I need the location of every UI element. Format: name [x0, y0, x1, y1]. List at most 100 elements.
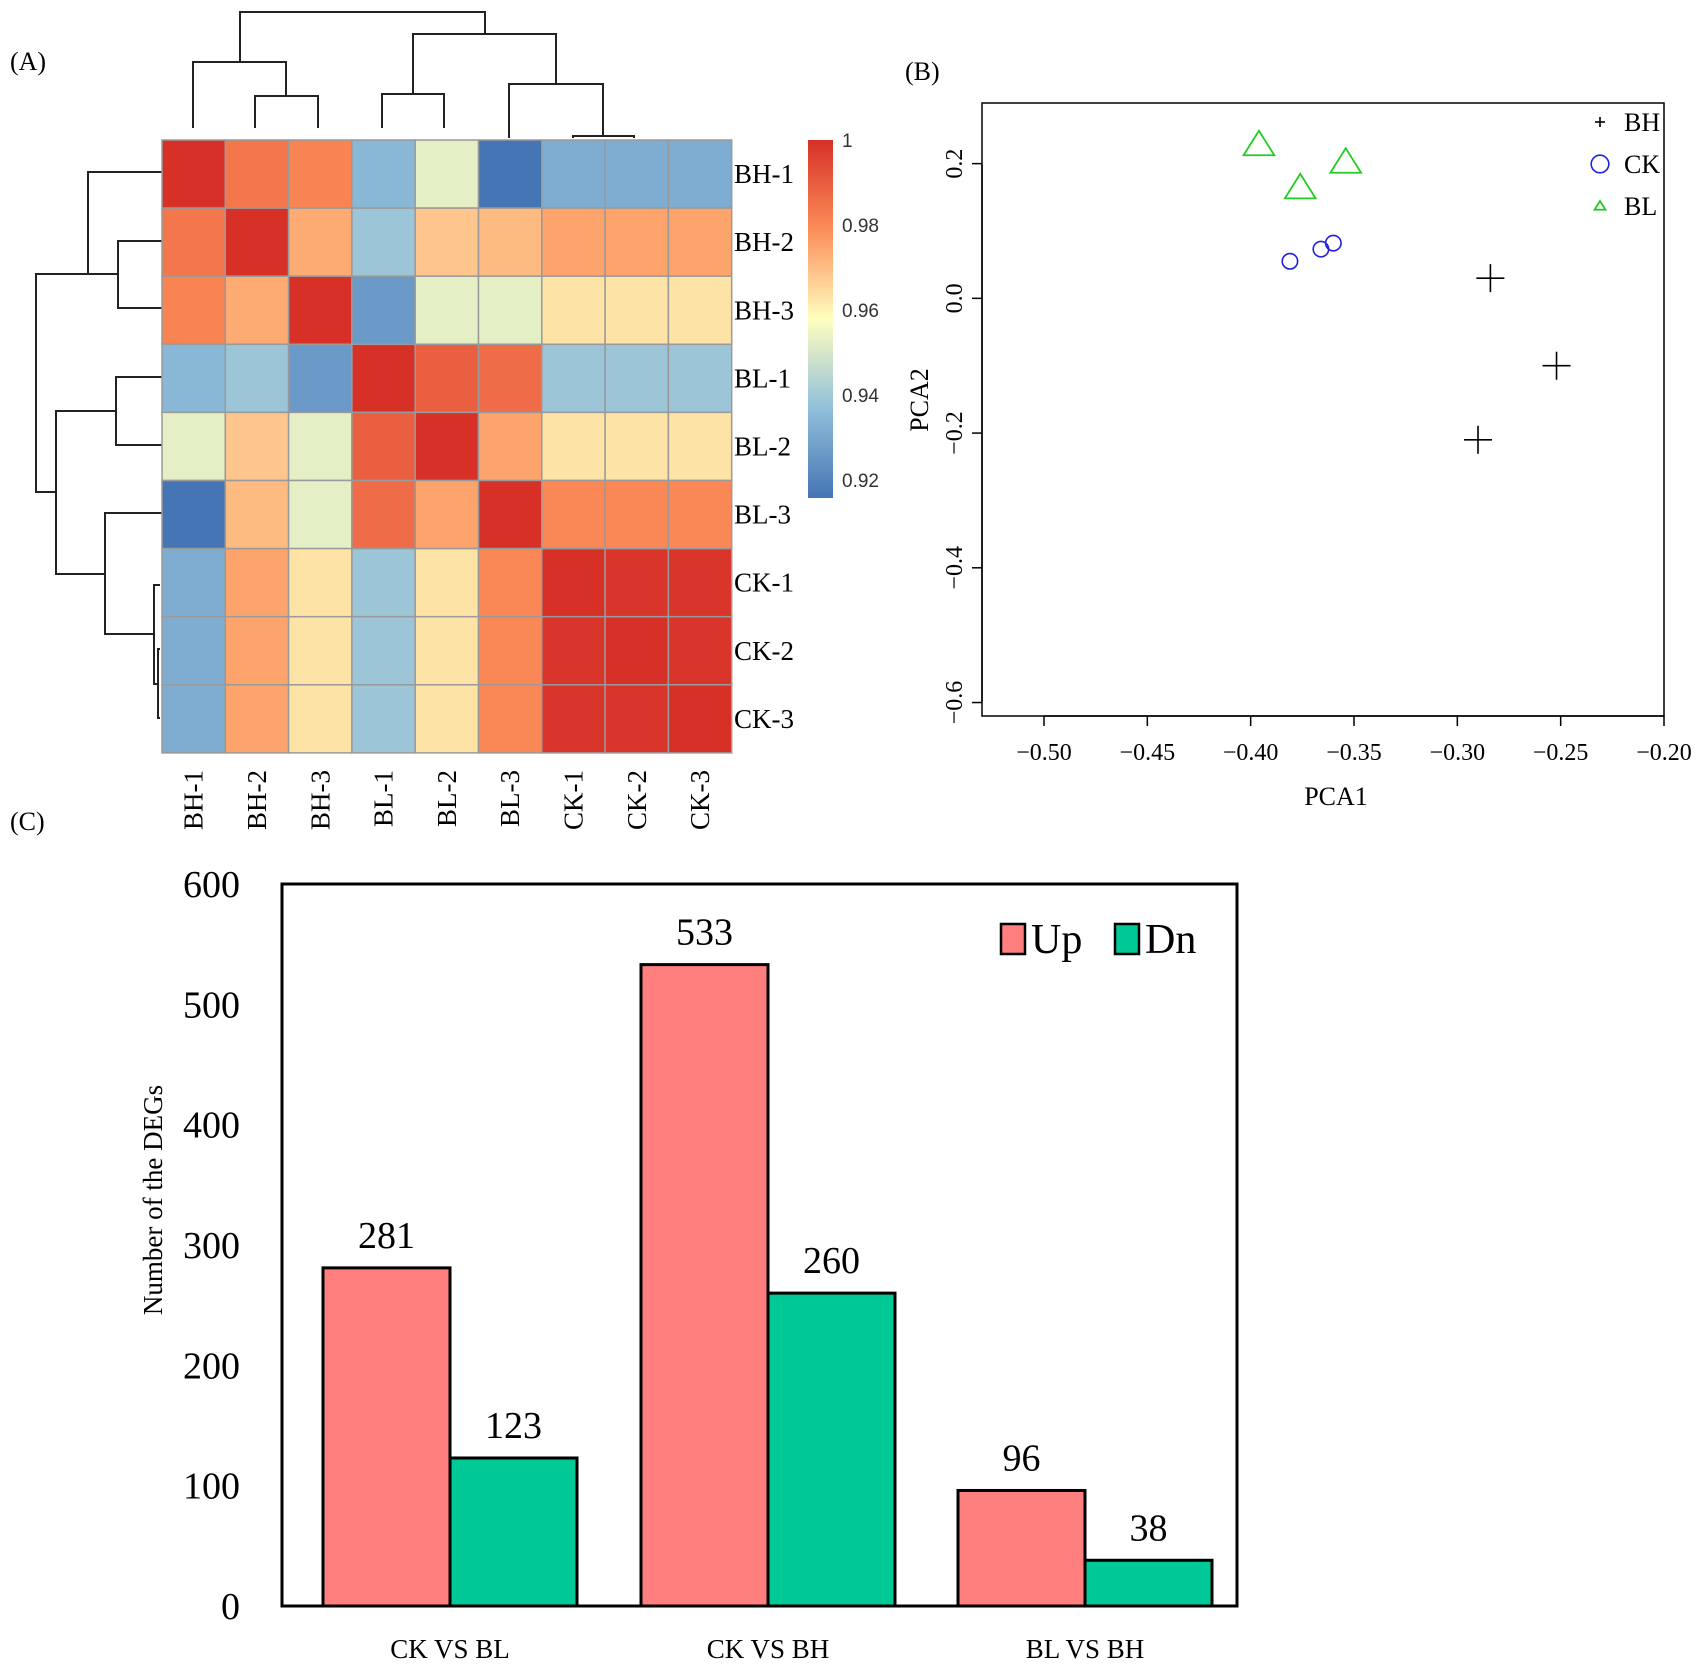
heatmap-column-label: BL-2	[432, 770, 462, 827]
pca-points	[1241, 129, 1571, 454]
heatmap-cell	[541, 547, 606, 618]
heatmap-cell	[161, 343, 227, 414]
pca-legend-label: CK	[1624, 150, 1660, 179]
heatmap-cells	[161, 139, 733, 754]
heatmap-cell	[604, 139, 670, 209]
bar-y-tick-label: 400	[183, 1105, 240, 1147]
heatmap-cell	[351, 547, 416, 618]
colorbar-tick-labels: 1 0.98 0.96 0.94 0.92	[842, 131, 879, 492]
bar-dn	[448, 1456, 579, 1608]
heatmap-cell	[224, 207, 290, 277]
heatmap-column-label: BH-3	[305, 770, 335, 830]
bar-value-label: 96	[1003, 1437, 1041, 1479]
colorbar-tick: 1	[842, 131, 853, 152]
heatmap-column-label: BH-1	[179, 770, 209, 830]
bar-y-axis-title: Number of the DEGs	[138, 1085, 168, 1315]
heatmap-cell	[351, 411, 416, 482]
pca-plot-frame	[981, 102, 1665, 717]
heatmap-cell	[604, 207, 670, 277]
bar-y-tick-label: 200	[183, 1345, 240, 1387]
pca-legend: BH CK BL	[1590, 108, 1660, 221]
heatmap-cell	[414, 615, 480, 686]
pca-legend-marker	[1595, 117, 1605, 127]
bar-value-label: 38	[1130, 1507, 1168, 1549]
heatmap-cell	[414, 411, 480, 482]
pca-x-tick-label: −0.35	[1326, 740, 1382, 766]
pca-legend-label: BL	[1624, 192, 1657, 221]
bar-category-label: CK VS BH	[707, 1634, 830, 1664]
heatmap-cell	[477, 139, 543, 209]
pca-y-axis-title: PCA2	[905, 368, 934, 432]
heatmap-column-label: CK-3	[685, 770, 715, 830]
column-dendrogram	[192, 11, 635, 138]
heatmap-panel: BH-1 BH-2 BH-3 BL-1 BL-2 BL-3 CK-1 CK-2 CK-3 BH-…	[35, 11, 879, 830]
colorbar-tick: 0.96	[842, 301, 879, 322]
colorbar-tick: 0.98	[842, 216, 879, 237]
heatmap-cell	[667, 615, 733, 686]
heatmap-cell	[351, 139, 416, 209]
pca-legend-marker	[1592, 199, 1608, 211]
bar-value-label: 533	[676, 912, 733, 954]
heatmap-row-label: BL-2	[734, 431, 791, 461]
bar-y-axis: 0 100 200 300 400 500 600	[183, 864, 240, 1628]
pca-x-tick-label: −0.25	[1533, 740, 1589, 766]
heatmap-cell	[287, 207, 353, 277]
heatmap-row-label: BH-1	[734, 159, 794, 189]
heatmap-cell	[414, 207, 480, 277]
heatmap-cell	[604, 684, 670, 754]
pca-x-axis-title: PCA1	[1304, 782, 1368, 811]
pca-x-tick-label: −0.40	[1223, 740, 1279, 766]
heatmap-cell	[161, 139, 227, 209]
heatmap-cell	[224, 684, 290, 754]
heatmap-column-label: BL-3	[495, 770, 525, 827]
heatmap-cell	[541, 275, 606, 346]
heatmap-cell	[224, 275, 290, 346]
colorbar	[808, 140, 833, 498]
heatmap-cell	[414, 684, 480, 754]
heatmap-cell	[351, 275, 416, 346]
pca-point-ck	[1324, 234, 1342, 252]
colorbar-tick: 0.92	[842, 471, 879, 492]
bar-dn	[1083, 1558, 1214, 1608]
heatmap-row-label: CK-1	[734, 568, 794, 598]
pca-y-tick-label: −0.6	[942, 681, 968, 725]
heatmap-cell	[224, 479, 290, 550]
heatmap-cell	[287, 615, 353, 686]
bar-legend: Up Dn	[999, 917, 1196, 963]
heatmap-cell	[667, 547, 733, 618]
heatmap-cell	[287, 684, 353, 754]
bar-category-label: BL VS BH	[1026, 1634, 1145, 1664]
heatmap-cell	[477, 479, 543, 550]
bar-legend-label: Dn	[1145, 917, 1196, 963]
bar-legend-swatch	[999, 922, 1027, 956]
heatmap-column-label: BH-2	[242, 770, 272, 830]
heatmap-cell	[541, 684, 606, 754]
heatmap-cell	[161, 547, 227, 618]
pca-point-ck	[1281, 252, 1299, 270]
colorbar-tick: 0.94	[842, 386, 879, 407]
heatmap-cell	[287, 547, 353, 618]
heatmap-cell	[414, 275, 480, 346]
heatmap-cell	[224, 547, 290, 618]
pca-legend-marker	[1590, 154, 1610, 174]
heatmap-column-label: BL-1	[369, 770, 399, 827]
pca-point-bl	[1328, 146, 1363, 174]
heatmap-cell	[161, 411, 227, 482]
heatmap-cell	[541, 139, 606, 209]
heatmap-cell	[351, 207, 416, 277]
pca-point-bl	[1283, 172, 1318, 200]
bar-category-label: CK VS BL	[390, 1634, 510, 1664]
heatmap-row-label: BL-3	[734, 500, 791, 530]
heatmap-cell	[477, 207, 543, 277]
heatmap-cell	[604, 547, 670, 618]
heatmap-cell	[161, 275, 227, 346]
heatmap-column-labels: BH-1 BH-2 BH-3 BL-1 BL-2 BL-3 CK-1 CK-2 CK-3	[179, 770, 715, 830]
heatmap-cell	[414, 343, 480, 414]
pca-x-tick-label: −0.50	[1016, 740, 1072, 766]
bar-y-tick-label: 0	[221, 1586, 240, 1628]
heatmap-cell	[477, 343, 543, 414]
heatmap-cell	[351, 684, 416, 754]
bar-dn	[766, 1291, 897, 1608]
bar-up	[321, 1266, 452, 1608]
